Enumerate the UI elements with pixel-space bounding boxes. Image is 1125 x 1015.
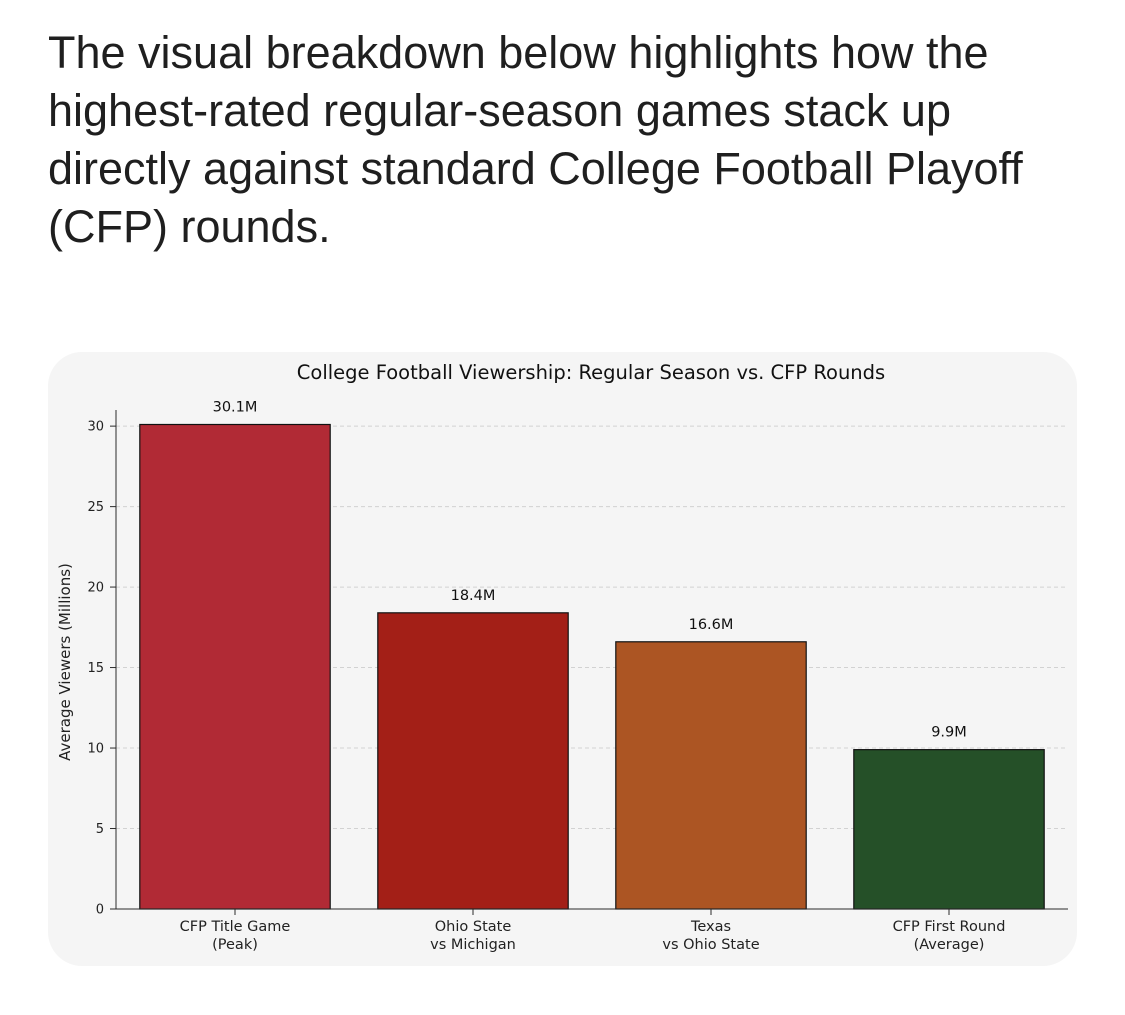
value-label-4: 9.9M bbox=[931, 725, 967, 741]
chart-title: College Football Viewership: Regular Sea… bbox=[297, 361, 885, 384]
y-tick-label-5: 5 bbox=[96, 822, 104, 837]
bar-chart: College Football Viewership: Regular Sea… bbox=[56, 361, 1068, 953]
bar-3 bbox=[615, 641, 807, 910]
bar-1 bbox=[139, 423, 331, 910]
intro-paragraph: The visual breakdown below highlights ho… bbox=[48, 27, 1023, 252]
y-axis-title: Average Viewers (Millions) bbox=[56, 563, 74, 761]
category-labels: CFP Title Game (Peak) Ohio State vs Michiga… bbox=[180, 919, 1006, 953]
bar-2 bbox=[377, 612, 569, 910]
y-tick-label-30: 30 bbox=[87, 420, 104, 435]
chart-card: College Football Viewership: Regular Sea… bbox=[48, 352, 1077, 966]
category-label-2: Ohio State vs Michigan bbox=[430, 919, 516, 953]
bar-4 bbox=[853, 749, 1045, 910]
y-tick-label-0: 0 bbox=[96, 903, 104, 918]
value-label-1: 30.1M bbox=[213, 399, 258, 415]
value-label-2: 18.4M bbox=[451, 588, 496, 604]
y-tick-label-20: 20 bbox=[87, 581, 104, 596]
value-label-3: 16.6M bbox=[689, 617, 734, 633]
y-tick-labels: 0 5 10 15 20 25 30 bbox=[87, 420, 104, 918]
y-tick-label-15: 15 bbox=[87, 661, 104, 676]
y-tick-label-25: 25 bbox=[87, 500, 104, 515]
category-label-1: CFP Title Game (Peak) bbox=[180, 919, 291, 953]
bars bbox=[139, 423, 1045, 910]
value-labels: 30.1M 18.4M 16.6M 9.9M bbox=[213, 399, 967, 740]
category-label-4: CFP First Round (Average) bbox=[893, 919, 1006, 953]
y-tick-label-10: 10 bbox=[87, 742, 104, 757]
axes bbox=[110, 410, 1068, 915]
category-label-3: Texas vs Ohio State bbox=[662, 919, 759, 953]
